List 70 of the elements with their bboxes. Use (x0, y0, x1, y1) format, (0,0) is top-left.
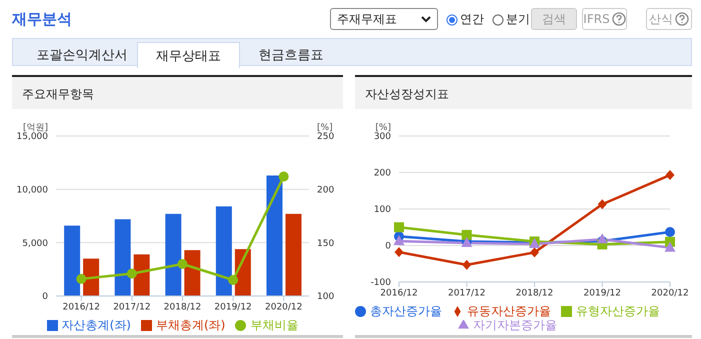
y-axis-title: [%] (375, 123, 391, 133)
x-tick-label: 2017/12 (448, 288, 486, 298)
x-tick-label: 2016/12 (62, 302, 100, 312)
bar (114, 219, 131, 296)
text: 주재무제표 (337, 10, 397, 28)
y2-tick-label: 200 (317, 186, 334, 196)
point (76, 274, 86, 284)
point (394, 222, 404, 232)
text: 분기 (506, 11, 530, 28)
y-tick-label: 300 (374, 132, 392, 142)
bar (266, 175, 282, 296)
bar (285, 214, 302, 296)
point (530, 247, 539, 258)
legend-label: 자기자본증가율 (473, 318, 557, 332)
x-tick-label: 2019/12 (214, 302, 252, 312)
y-tick-label: 5,000 (22, 238, 48, 249)
y2-tick-label: 250 (317, 132, 334, 142)
bar (216, 206, 232, 296)
legend-label: 유동자산증가율 (467, 304, 551, 318)
x-tick-label: 2016/12 (380, 288, 418, 298)
bar (134, 254, 150, 296)
y-tick-label: 15,000 (16, 132, 48, 142)
legend-label: 유형자산증가율 (576, 304, 660, 318)
x-tick-label: 2018/12 (164, 302, 202, 312)
y-axis-title: [억원] (22, 123, 48, 133)
point (462, 260, 472, 270)
x-tick-label: 2020/12 (651, 288, 689, 298)
y-tick-label: 0 (385, 242, 392, 252)
text: IFRS (582, 8, 627, 30)
bar (64, 226, 80, 296)
x-tick-label: 2017/12 (113, 302, 151, 312)
legend-label: 부채비율 (250, 318, 298, 332)
point (228, 275, 238, 285)
point (462, 230, 472, 240)
legend-label: 총자산증가율 (370, 304, 442, 318)
bar (165, 214, 182, 296)
text: 포괄손익계산서 (36, 47, 128, 65)
y-tick-label: 200 (374, 168, 392, 179)
y2-axis-title: [%] (317, 123, 333, 133)
text: 현금흐름표 (258, 47, 324, 65)
point (394, 235, 404, 246)
y-tick-label: 10,000 (16, 186, 48, 196)
bar (83, 258, 100, 296)
text: 연간 (460, 11, 484, 28)
point (596, 233, 608, 244)
y-tick-label: 100 (374, 205, 392, 216)
x-tick-label: 2019/12 (584, 288, 621, 298)
x-tick-label: 2020/12 (265, 302, 302, 312)
point (666, 170, 674, 180)
y-tick-label: -100 (370, 278, 392, 288)
text: 재무분석 (12, 10, 72, 29)
point (598, 199, 607, 210)
bar (184, 250, 200, 296)
legend-label: 자산총계(좌) (62, 318, 131, 332)
point (278, 172, 289, 182)
text: 산식 (646, 8, 692, 30)
y2-tick-label: 150 (317, 238, 334, 249)
y-tick-label: 0 (42, 292, 48, 302)
x-tick-label: 2018/12 (516, 288, 554, 298)
y2-tick-label: 100 (317, 292, 334, 302)
point (126, 268, 137, 279)
point (394, 247, 404, 258)
point (178, 259, 188, 269)
text: 검색 (531, 8, 577, 30)
chart-title: 주요재무항목 (12, 75, 343, 109)
point (665, 226, 675, 237)
legend-label: 부채총계(좌) (156, 318, 226, 332)
text: 재무상태표 (137, 42, 240, 68)
point (664, 242, 676, 252)
chart-title: 자산성장성지표 (355, 75, 692, 109)
